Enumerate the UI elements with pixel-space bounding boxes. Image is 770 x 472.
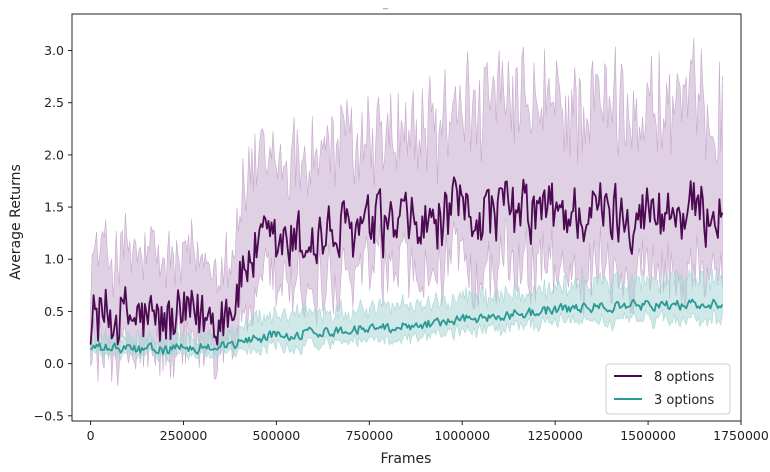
y-axis-label: Average Returns — [8, 164, 24, 280]
y-tick-label: 0.0 — [44, 356, 64, 371]
x-tick-label: 1000000 — [434, 428, 490, 443]
series-line — [89, 176, 724, 346]
series-lines — [89, 176, 724, 355]
y-tick-label: 1.5 — [44, 200, 64, 215]
y-tick-label: 2.0 — [44, 147, 64, 162]
legend-label-3-options: 3 options — [654, 393, 715, 408]
y-tick-label: 3.0 — [44, 43, 64, 58]
y-tick-label: 2.5 — [44, 95, 64, 110]
legend: 8 options 3 options — [605, 363, 731, 415]
x-tick-label: 750000 — [345, 428, 393, 443]
plot-frame — [71, 13, 742, 422]
x-tick-label: 1500000 — [620, 428, 676, 443]
x-tick-label: 0 — [87, 428, 95, 443]
y-tick-label: −0.5 — [34, 408, 64, 423]
x-tick-label: 1250000 — [527, 428, 583, 443]
x-axis-ticks: 0 250000 500000 750000 1000000 1250000 1500000… — [87, 421, 769, 443]
x-axis-label: Frames — [381, 451, 432, 467]
legend-label-8-options: 8 options — [654, 370, 715, 385]
y-axis-ticks: −0.5 0.0 0.5 1.0 1.5 2.0 2.5 3.0 — [34, 43, 72, 423]
y-tick-label: 1.0 — [44, 252, 64, 267]
top-mark: _ — [382, 0, 389, 10]
x-tick-label: 1750000 — [713, 428, 769, 443]
x-tick-label: 500000 — [253, 428, 301, 443]
y-tick-label: 0.5 — [44, 304, 64, 319]
x-tick-label: 250000 — [160, 428, 208, 443]
series-line — [89, 298, 724, 355]
